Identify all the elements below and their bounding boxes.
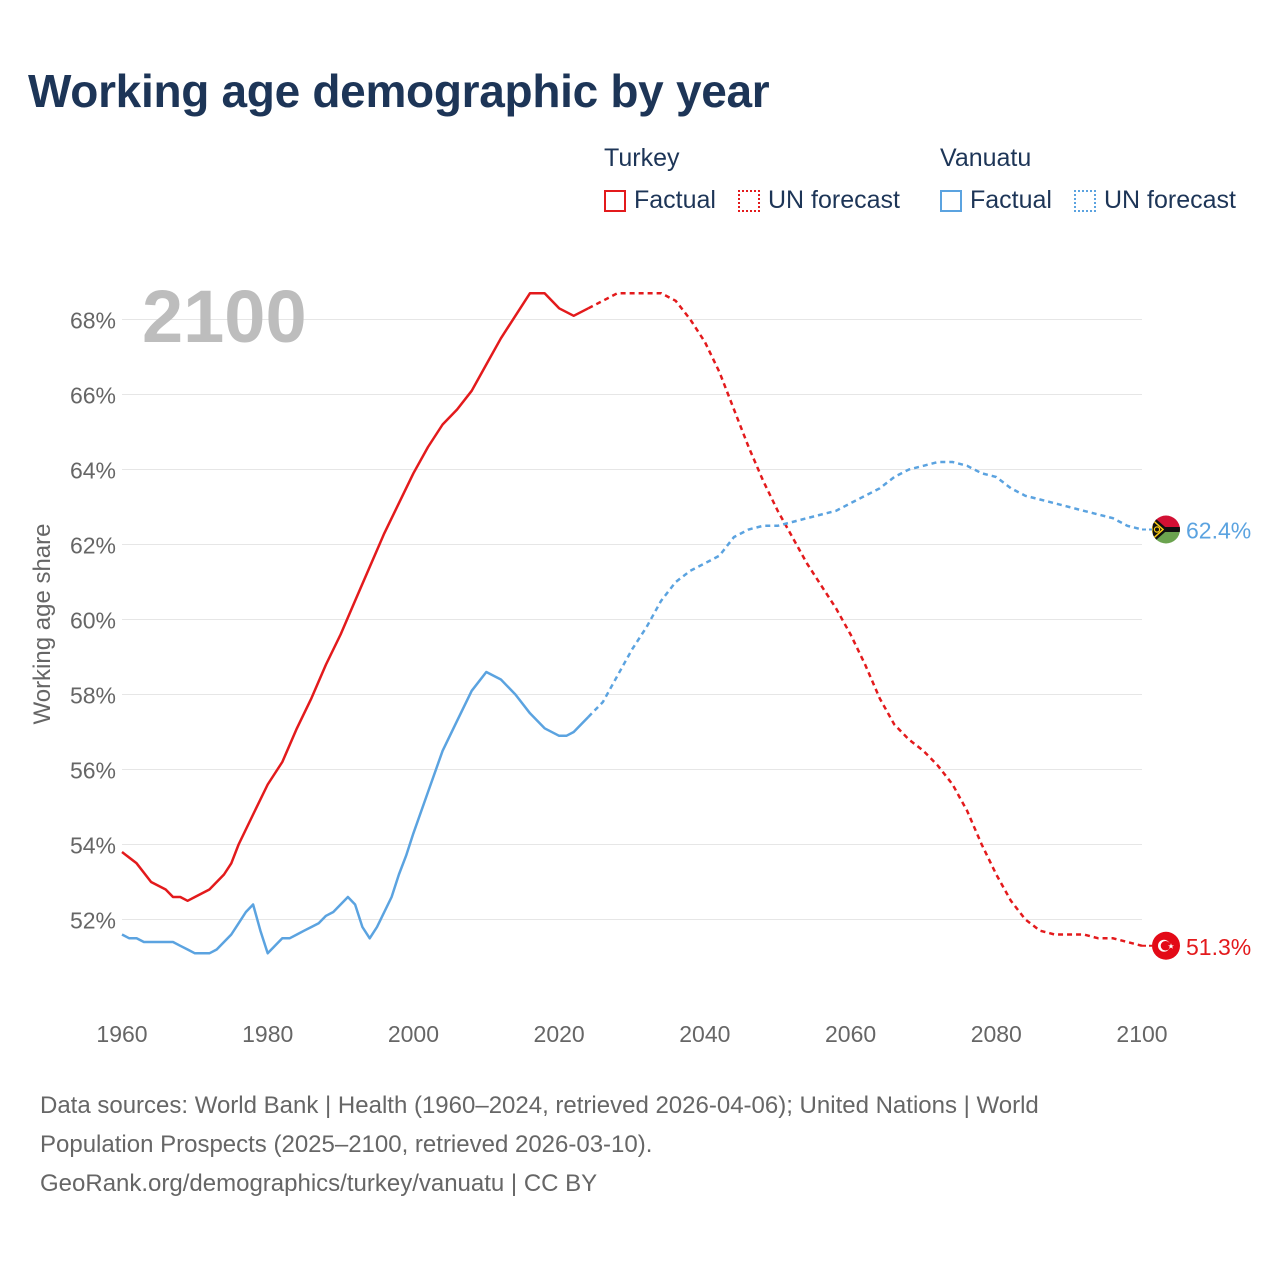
legend-group-vanuatu: Vanuatu: [940, 144, 1032, 172]
legend-group-turkey: Turkey: [604, 144, 680, 172]
y-tick-label: 54%: [70, 833, 116, 859]
footer-line-2: Population Prospects (2025–2100, retriev…: [40, 1131, 653, 1158]
end-value-label-vanuatu: 62.4%: [1186, 518, 1251, 544]
x-tick-label: 2080: [971, 1021, 1022, 1047]
legend-turkey-forecast-swatch: [738, 189, 760, 212]
series-line-turkey-forecast[interactable]: [587, 291, 1143, 948]
y-tick-label: 66%: [70, 383, 116, 409]
x-tick-label: 1980: [242, 1021, 293, 1047]
series-end-markers: 51.3% 62.4%: [1142, 515, 1251, 960]
legend-vanuatu-forecast-swatch: [1074, 189, 1096, 212]
y-tick-label: 58%: [70, 683, 116, 709]
series-lines: [121, 291, 1143, 955]
turkey-flag-icon: [1152, 931, 1180, 960]
legend-turkey-factual[interactable]: Factual: [604, 186, 716, 215]
x-tick-label: 2100: [1116, 1021, 1167, 1047]
y-tick-label: 68%: [70, 308, 116, 334]
footer-line-3[interactable]: GeoRank.org/demographics/turkey/vanuatu …: [40, 1170, 598, 1197]
legend-vanuatu-forecast-label: UN forecast: [1104, 186, 1236, 214]
y-tick-label: 52%: [70, 908, 116, 934]
vanuatu-flag-icon: [1152, 515, 1180, 544]
legend-turkey-factual-swatch: [604, 189, 626, 212]
y-axis-label: Working age share: [29, 524, 56, 725]
x-axis-ticks: 1960 1980 2000 2020 2040 2060 2080 2100: [96, 1021, 1167, 1047]
x-tick-label: 2020: [534, 1021, 585, 1047]
grid-lines: [122, 319, 1142, 920]
year-watermark: 2100: [142, 275, 307, 358]
y-tick-label: 60%: [70, 608, 116, 634]
legend-turkey-factual-label: Factual: [634, 186, 716, 214]
legend-vanuatu-factual-swatch: [940, 189, 962, 212]
y-tick-label: 64%: [70, 458, 116, 484]
legend-turkey-forecast-label: UN forecast: [768, 186, 900, 214]
x-tick-label: 2060: [825, 1021, 876, 1047]
x-tick-label: 2000: [388, 1021, 439, 1047]
legend-vanuatu-forecast[interactable]: UN forecast: [1074, 186, 1236, 215]
legend-turkey-forecast[interactable]: UN forecast: [738, 186, 900, 215]
x-tick-label: 1960: [96, 1021, 147, 1047]
source-footer: Data sources: World Bank | Health (1960–…: [40, 1086, 1240, 1203]
chart-title: Working age demographic by year: [28, 65, 770, 117]
y-axis-ticks: 52% 54% 56% 58% 60% 62% 64% 66% 68%: [70, 308, 116, 934]
footer-line-1: Data sources: World Bank | Health (1960–…: [40, 1092, 1039, 1119]
legend-vanuatu-factual-label: Factual: [970, 186, 1052, 214]
y-tick-label: 56%: [70, 758, 116, 784]
y-tick-label: 62%: [70, 533, 116, 559]
series-line-vanuatu-factual[interactable]: [121, 670, 590, 955]
legend-vanuatu-factual[interactable]: Factual: [940, 186, 1052, 215]
series-line-turkey-factual[interactable]: [121, 291, 589, 903]
series-line-vanuatu-forecast[interactable]: [587, 460, 1143, 718]
x-tick-label: 2040: [679, 1021, 730, 1047]
end-value-label-turkey: 51.3%: [1186, 934, 1251, 960]
